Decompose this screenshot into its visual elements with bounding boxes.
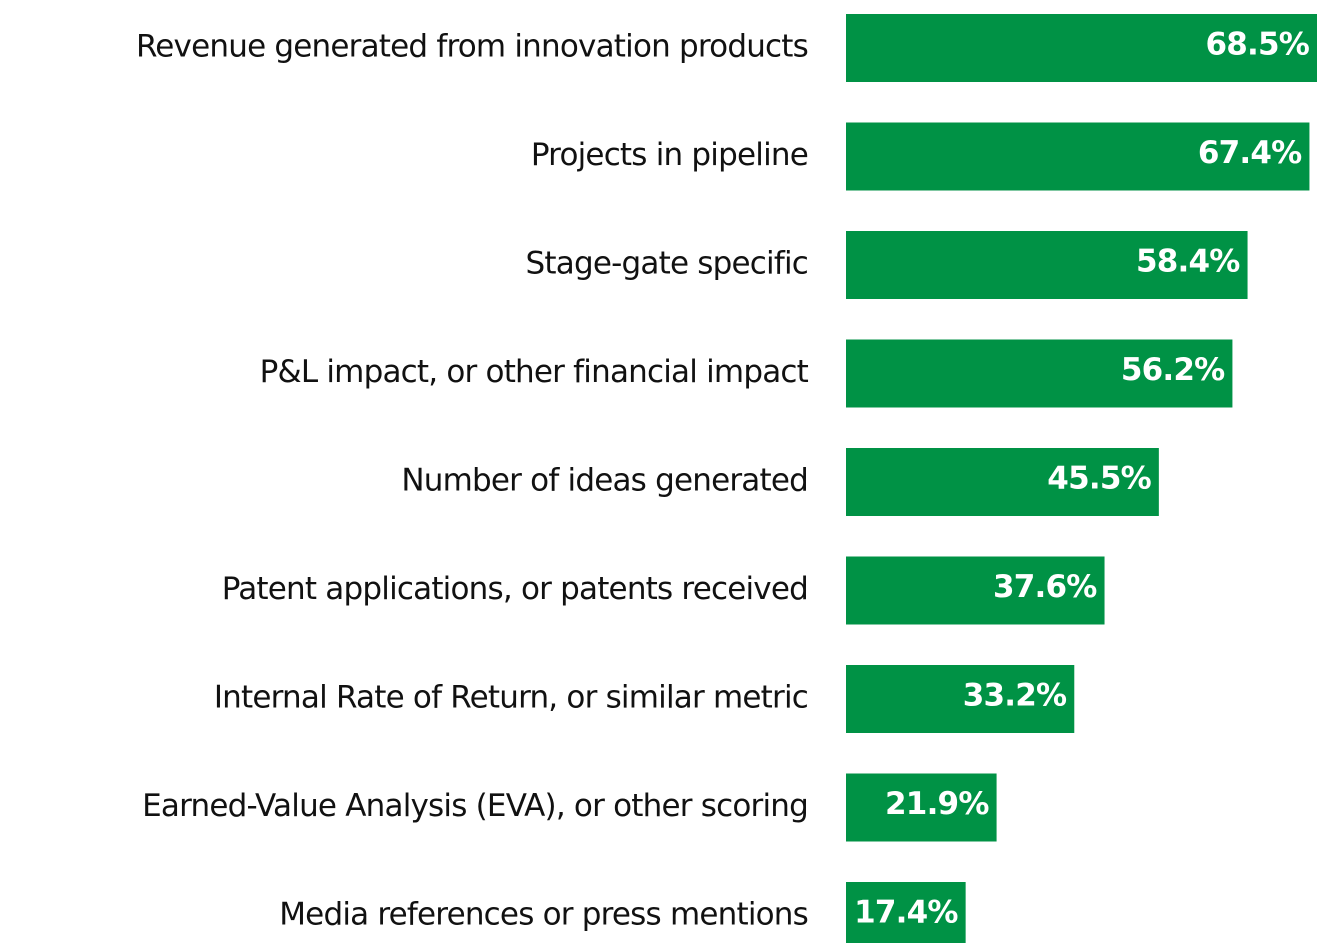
category-label: Internal Rate of Return, or similar metr… xyxy=(214,680,808,716)
category-label: P&L impact, or other financial impact xyxy=(260,354,809,390)
value-label: 68.5% xyxy=(1205,27,1309,63)
bar xyxy=(846,665,1075,733)
category-label: Revenue generated from innovation produc… xyxy=(136,29,808,65)
bar xyxy=(846,122,1310,191)
value-label: 17.4% xyxy=(854,895,958,931)
value-label: 56.2% xyxy=(1121,352,1225,388)
value-label: 33.2% xyxy=(963,678,1067,714)
category-label: Number of ideas generated xyxy=(401,463,808,499)
category-label: Patent applications, or patents received xyxy=(222,571,808,607)
bar xyxy=(846,773,997,842)
category-label: Media references or press mentions xyxy=(279,897,808,933)
value-label: 67.4% xyxy=(1198,135,1302,171)
bar xyxy=(846,882,966,943)
value-label: 58.4% xyxy=(1136,244,1240,280)
category-label: Projects in pipeline xyxy=(531,137,808,173)
category-label: Earned-Value Analysis (EVA), or other sc… xyxy=(142,788,808,824)
value-label: 45.5% xyxy=(1047,461,1151,497)
bar xyxy=(846,231,1248,299)
bar xyxy=(846,556,1105,625)
bar xyxy=(846,448,1159,516)
value-label: 37.6% xyxy=(993,569,1097,605)
category-label: Stage-gate specific xyxy=(526,246,808,282)
bar xyxy=(846,339,1233,408)
value-label: 21.9% xyxy=(885,786,989,822)
bar xyxy=(846,14,1317,82)
